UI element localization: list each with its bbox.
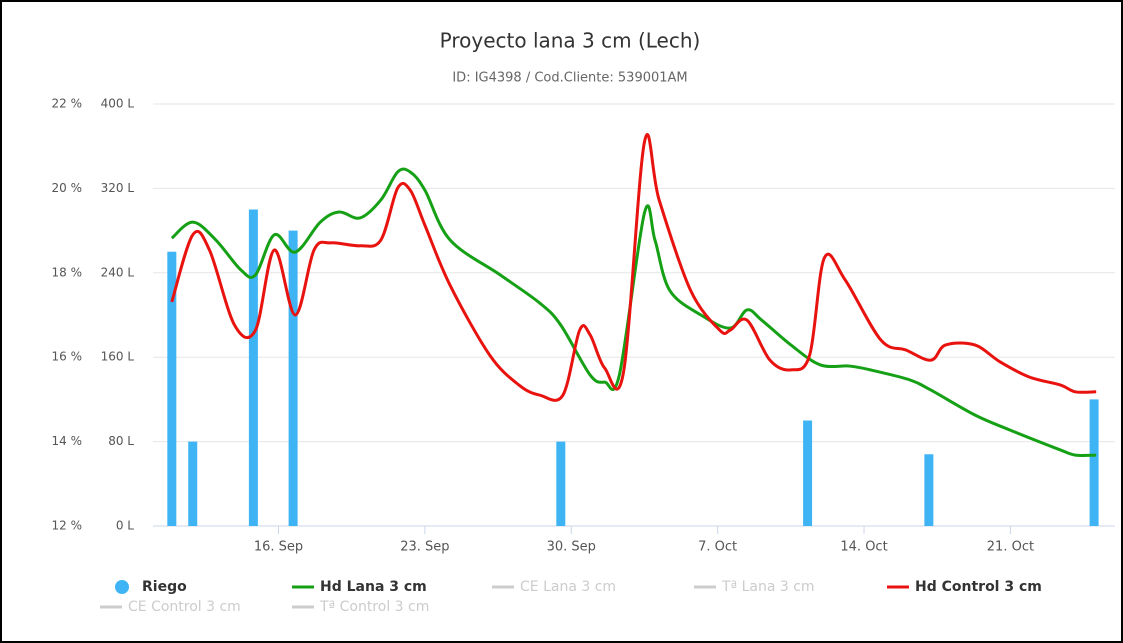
y2-tick-label: 0 L xyxy=(116,519,134,533)
bar xyxy=(188,441,198,526)
legend-item[interactable]: Riego xyxy=(142,579,187,595)
bar xyxy=(248,209,258,526)
x-tick-label: 21. Oct xyxy=(987,540,1034,555)
y-tick-label: 14 % xyxy=(52,434,83,448)
legend-item[interactable]: Tª Lana 3 cm xyxy=(721,579,815,595)
bar xyxy=(1089,399,1099,526)
y-tick-label: 12 % xyxy=(52,519,83,533)
line xyxy=(170,167,1097,457)
chart-title: Proyecto lana 3 cm (Lech) xyxy=(440,29,701,53)
line xyxy=(170,133,1097,402)
y2-tick-label: 240 L xyxy=(101,265,135,279)
x-tick-label: 7. Oct xyxy=(698,540,737,555)
x-tick-label: 16. Sep xyxy=(254,540,303,555)
x-tick-label: 30. Sep xyxy=(547,540,596,555)
legend-item[interactable]: Tª Control 3 cm xyxy=(319,599,429,615)
bar xyxy=(556,441,566,526)
legend-item[interactable]: Hd Control 3 cm xyxy=(915,579,1042,595)
y2-tick-label: 400 L xyxy=(101,97,135,111)
y2-tick-label: 80 L xyxy=(108,434,134,448)
y2-tick-label: 160 L xyxy=(101,350,135,364)
y2-tick-label: 320 L xyxy=(101,181,135,195)
x-tick-label: 23. Sep xyxy=(400,540,449,555)
legend-item[interactable]: CE Control 3 cm xyxy=(128,599,241,615)
legend-item[interactable]: Hd Lana 3 cm xyxy=(320,579,427,595)
x-tick-label: 14. Oct xyxy=(840,540,887,555)
chart-subtitle: ID: IG4398 / Cod.Cliente: 539001AM xyxy=(452,71,687,86)
y-tick-label: 16 % xyxy=(52,350,83,364)
bar xyxy=(924,454,934,526)
bar xyxy=(167,251,177,526)
bar xyxy=(288,230,298,526)
bar xyxy=(803,420,813,526)
y-tick-label: 20 % xyxy=(52,181,83,195)
y-tick-label: 18 % xyxy=(52,265,83,279)
y-tick-label: 22 % xyxy=(52,97,83,111)
legend-symbol xyxy=(115,580,129,594)
legend-item[interactable]: CE Lana 3 cm xyxy=(520,579,616,595)
